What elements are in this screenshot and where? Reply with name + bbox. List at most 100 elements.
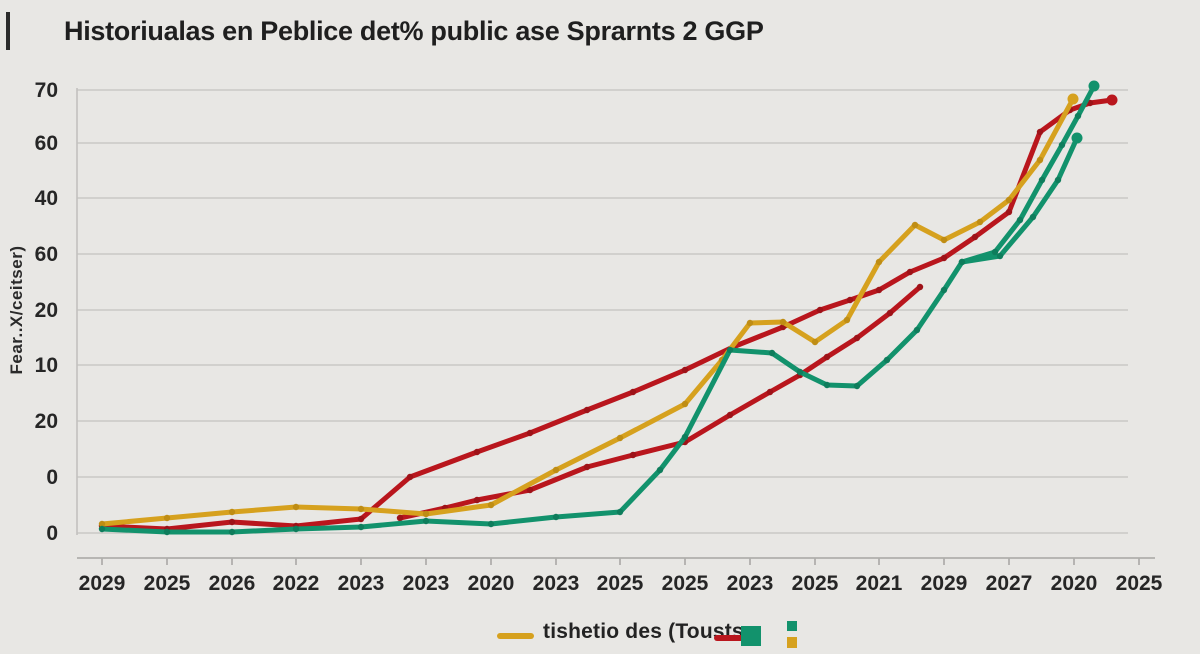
series-end-marker-green	[1088, 80, 1100, 92]
series-point-green	[796, 368, 804, 376]
series-point-green	[1016, 216, 1024, 224]
series-point-red	[473, 448, 481, 456]
series-point-red-lower-strand	[916, 283, 924, 291]
series-point-red	[357, 515, 365, 523]
series-point-yellow	[976, 218, 984, 226]
series-point-yellow	[422, 510, 430, 518]
x-tick-label: 2020	[468, 572, 515, 595]
series-end-marker-yellow	[1067, 93, 1079, 105]
series-point-red	[1005, 208, 1013, 216]
series-point-red	[875, 286, 883, 294]
series-point-green	[357, 523, 365, 531]
chart-title: Historiualas en Peblice det% public ase …	[64, 16, 764, 46]
y-tick-label: 60	[35, 243, 58, 266]
series-point-green	[726, 346, 734, 354]
series-point-green	[228, 528, 236, 536]
series-point-red-lower-strand	[473, 496, 481, 504]
legend-yellow-small-square-swatch	[787, 637, 797, 648]
series-point-yellow	[911, 221, 919, 229]
series-point-red	[406, 473, 414, 481]
series-point-red	[971, 233, 979, 241]
series-point-green	[98, 525, 106, 533]
series-line-green-branch	[959, 135, 1080, 265]
series-point-yellow	[843, 316, 851, 324]
series-point-yellow	[292, 503, 300, 511]
series-point-yellow	[1005, 196, 1013, 204]
x-tick-label: 2029	[79, 572, 126, 595]
series-point-red-lower-strand	[853, 334, 861, 342]
series-end-marker-red	[1106, 94, 1118, 106]
series-point-green-branch	[1029, 213, 1037, 221]
series-point-red-lower-strand	[766, 388, 774, 396]
series-point-green-branch	[996, 252, 1004, 260]
series-line-green	[99, 83, 1097, 535]
series-point-green	[853, 382, 861, 390]
series-point-yellow	[811, 338, 819, 346]
legend-red-line-swatch	[714, 635, 746, 641]
series-point-green	[422, 517, 430, 525]
series-point-red	[1036, 128, 1044, 136]
series-point-red	[583, 406, 591, 414]
x-tick-label: 2025	[792, 572, 839, 595]
series-point-red-lower-strand	[583, 463, 591, 471]
series-point-red	[816, 306, 824, 314]
series-point-green	[552, 513, 560, 521]
series-point-yellow	[228, 508, 236, 516]
series-point-red-lower-strand	[629, 451, 637, 459]
series-point-yellow	[746, 319, 754, 327]
x-tick-label: 2026	[209, 572, 256, 595]
series-point-green	[1074, 112, 1082, 120]
series-point-green	[487, 520, 495, 528]
series-point-yellow	[163, 514, 171, 522]
x-tick-label: 2027	[986, 572, 1033, 595]
x-tick-label: 2029	[921, 572, 968, 595]
series-point-green	[768, 349, 776, 357]
series-line-red-lower-strand	[397, 284, 923, 521]
series-point-green	[292, 525, 300, 533]
series-point-yellow	[875, 258, 883, 266]
series-point-green	[940, 286, 948, 294]
series-point-yellow	[1036, 156, 1044, 164]
legend-green-small-square-swatch	[787, 621, 797, 631]
x-tick-label: 2023	[533, 572, 580, 595]
series-line-red	[99, 97, 1115, 532]
legend-green-square-swatch	[741, 626, 761, 646]
series-point-yellow	[487, 501, 495, 509]
x-tick-label: 2025	[1116, 572, 1163, 595]
legend: tishetio des (Tousts	[0, 612, 1200, 654]
series-point-green-branch	[1054, 176, 1062, 184]
series-point-red	[940, 254, 948, 262]
series-point-red	[526, 429, 534, 437]
series-point-red	[906, 268, 914, 276]
series-point-red	[228, 518, 236, 526]
series-point-green	[913, 326, 921, 334]
x-tick-label: 2022	[273, 572, 320, 595]
series-point-yellow	[98, 520, 106, 528]
series-point-red-lower-strand	[823, 353, 831, 361]
series-end-marker-green-branch	[1071, 132, 1083, 144]
series-point-yellow	[681, 400, 689, 408]
series-point-green	[991, 248, 999, 256]
y-tick-label: 0	[46, 522, 58, 545]
series-point-red-lower-strand	[396, 514, 404, 522]
series-point-red-lower-strand	[526, 486, 534, 494]
x-tick-label: 2025	[597, 572, 644, 595]
x-tick-label: 2021	[856, 572, 903, 595]
legend-yellow-line-swatch	[497, 633, 534, 639]
series-point-green	[656, 466, 664, 474]
series-point-green	[958, 258, 966, 266]
series-point-red	[846, 296, 854, 304]
x-tick-label: 2023	[403, 572, 450, 595]
series-point-red-lower-strand	[886, 309, 894, 317]
x-tick-label: 2023	[727, 572, 774, 595]
series-point-green	[616, 508, 624, 516]
legend-label: tishetio des (Tousts	[543, 620, 744, 643]
series-point-yellow	[616, 434, 624, 442]
x-tick-label: 2020	[1051, 572, 1098, 595]
series-point-red-lower-strand	[726, 411, 734, 419]
series-point-green	[823, 381, 831, 389]
y-tick-label: 20	[35, 410, 58, 433]
x-tick-label: 2023	[338, 572, 385, 595]
series-point-green	[1058, 141, 1066, 149]
